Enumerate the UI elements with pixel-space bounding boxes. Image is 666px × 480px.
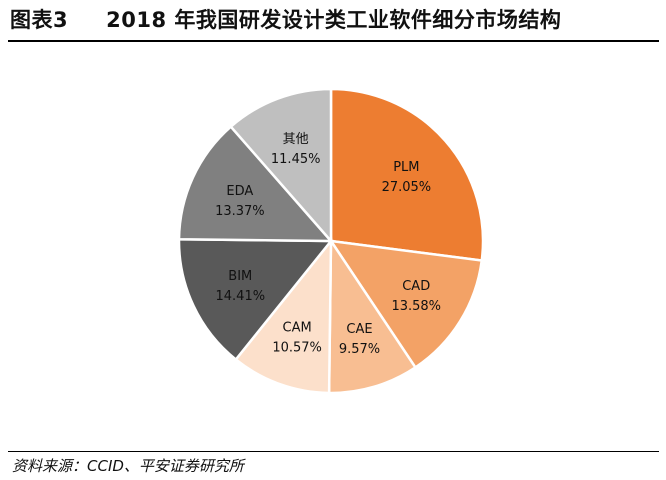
slice-value-label: 14.41% [216, 289, 266, 304]
figure-number: 图表3 [10, 8, 69, 32]
slice-value-label: 13.37% [215, 204, 265, 219]
pie-slice-plm [329, 87, 485, 262]
slice-value-label: 13.58% [391, 299, 441, 314]
pie-slice-bim [177, 238, 334, 362]
footer-rule [8, 451, 659, 452]
figure-title-text: 2018 年我国研发设计类工业软件细分市场结构 [106, 8, 562, 32]
title-rule [8, 40, 659, 42]
slice-category-label: CAM [283, 320, 312, 335]
slice-value-label: 27.05% [382, 180, 432, 195]
source-note: 资料来源：CCID、平安证券研究所 [12, 457, 244, 475]
slice-category-label: CAD [402, 279, 430, 294]
pie-slice-eda [177, 124, 334, 243]
slice-category-label: EDA [226, 184, 253, 199]
pie-slice-cad [328, 239, 484, 370]
pie-slice-其他 [229, 87, 333, 245]
slice-value-label: 9.57% [339, 342, 380, 357]
slice-category-label: BIM [228, 269, 252, 284]
slice-value-label: 11.45% [271, 152, 321, 167]
slice-category-label: CAE [346, 322, 372, 337]
slice-value-label: 10.57% [272, 340, 322, 355]
pie-slice-cam [234, 237, 333, 395]
figure-title: 图表3 2018 年我国研发设计类工业软件细分市场结构 [10, 4, 561, 34]
slice-category-label: 其他 [283, 132, 309, 147]
slice-category-label: PLM [393, 160, 419, 175]
pie-slice-cae [327, 236, 418, 395]
